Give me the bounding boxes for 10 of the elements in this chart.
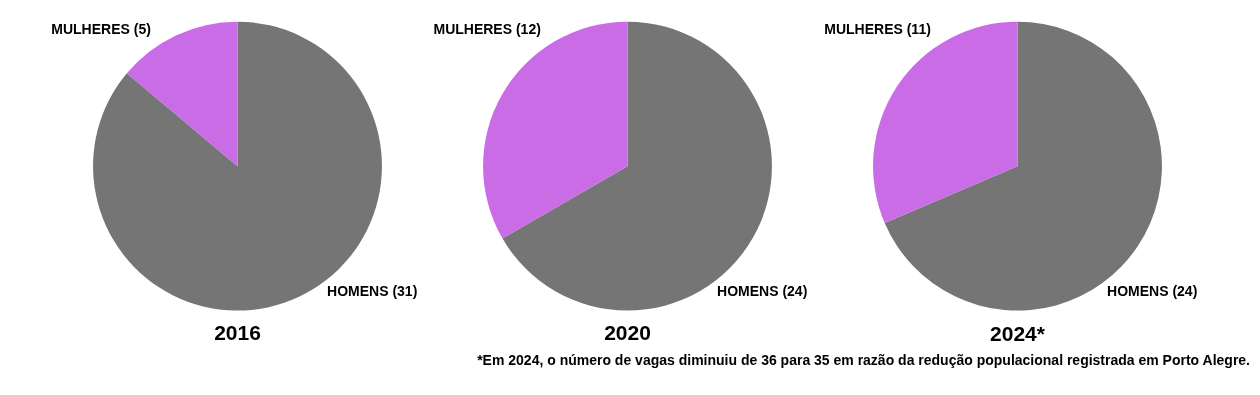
slice-label: MULHERES (12) [433,21,541,38]
slice-label: HOMENS (24) [717,283,808,300]
text: 2024* [990,321,1046,345]
slice-label: HOMENS (24) [1107,283,1198,300]
slice-label: HOMENS (31) [327,283,418,300]
text: *Em 2024, o número de vagas diminuiu de 36 para 35 em razão da redução populacional registrada em Porto Alegre. [477,351,1250,370]
slice-label: MULHERES (5) [51,21,151,38]
text: 2016 [214,321,261,345]
text: 2020 [604,321,651,345]
slice-label: MULHERES (11) [824,21,931,38]
